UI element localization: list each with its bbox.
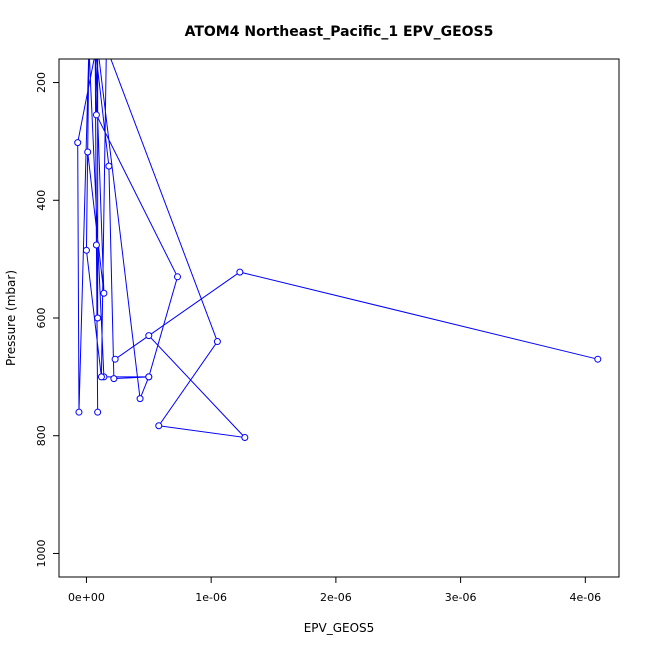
data-point-19 [145, 373, 153, 381]
data-point-15 [94, 314, 102, 322]
y-tick-label-4: 1000 [35, 539, 48, 567]
plot-area: 0e+00 1e-06 2e-06 3e-06 4e-06 200 400 600 800 100… [35, 58, 620, 604]
data-point-28 [145, 332, 153, 340]
plot-frame [58, 58, 620, 578]
data-point-2 [75, 408, 83, 416]
x-tick-label-3: 3e-06 [445, 591, 477, 604]
data-point-30 [236, 268, 244, 276]
data-point-7 [92, 241, 100, 249]
y-axis-label: Pressure (mbar) [4, 270, 18, 366]
chart-title: ATOM4 Northeast_Pacific_1 EPV_GEOS5 [185, 24, 494, 40]
data-point-22 [82, 246, 90, 254]
data-point-29 [111, 355, 119, 363]
data-point-11 [110, 375, 118, 383]
y-tick-label-1: 400 [35, 190, 48, 211]
data-point-27 [241, 433, 249, 441]
y-tick-label-2: 600 [35, 308, 48, 329]
x-tick-label-4: 4e-06 [569, 591, 601, 604]
data-point-8 [94, 408, 102, 416]
x-tick-label-2: 2e-06 [320, 591, 352, 604]
data-point-23 [97, 373, 105, 381]
x-tick-label-0: 0e+00 [68, 591, 105, 604]
y-tick-label-0: 200 [35, 72, 48, 93]
data-point-25 [213, 338, 221, 346]
data-point-10 [105, 162, 113, 170]
data-point-1 [74, 139, 82, 147]
data-point-17 [92, 111, 100, 119]
data-point-31 [594, 355, 602, 363]
data-point-4 [84, 148, 92, 156]
data-point-26 [155, 422, 163, 430]
x-tick-label-1: 1e-06 [195, 591, 227, 604]
x-axis-label: EPV_GEOS5 [304, 621, 375, 635]
y-tick-label-3: 800 [35, 425, 48, 446]
data-point-18 [173, 273, 181, 281]
series-line-0 [77, 59, 598, 439]
data-point-5 [100, 289, 108, 297]
data-point-13 [136, 395, 144, 403]
